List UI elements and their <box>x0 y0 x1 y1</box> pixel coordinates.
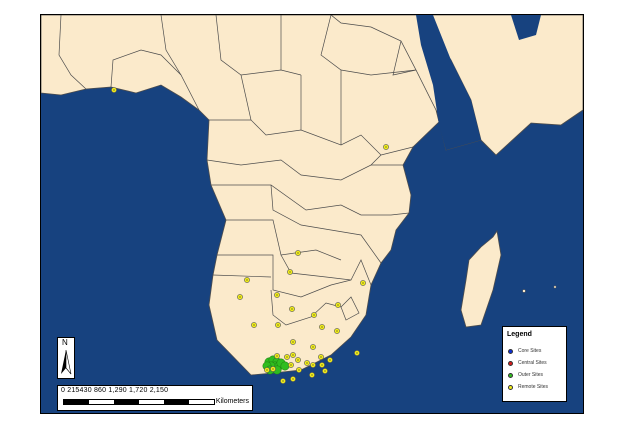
legend-item-core: Core Sites <box>508 347 541 355</box>
legend-item-remote: Remote Sites <box>508 383 548 391</box>
remote-site-dot <box>266 369 268 371</box>
remote-site-dot <box>276 294 278 296</box>
legend-label-outer: Outer Sites <box>518 372 544 378</box>
remote-site-dot <box>246 279 248 281</box>
remote-site-dot <box>312 346 314 348</box>
outer-site-marker <box>280 361 290 371</box>
madagascar <box>460 229 502 328</box>
remote-site-dot <box>321 364 323 366</box>
legend-label-core: Core Sites <box>518 348 542 354</box>
remote-site-dot <box>292 354 294 356</box>
remote-site-dot <box>289 271 291 273</box>
remote-site-dot <box>272 368 274 370</box>
scale-tick-labels: 0 215430 860 1,290 1,720 2,150 <box>61 387 169 394</box>
remote-site-dot <box>321 326 323 328</box>
remote-site-dot <box>292 341 294 343</box>
island <box>522 289 526 293</box>
legend-label-central: Central Sites <box>518 360 547 366</box>
legend-item-central: Central Sites <box>508 359 547 367</box>
remote-site-dot <box>290 364 292 366</box>
scale-bar-graphic <box>63 399 215 405</box>
north-arrow: N <box>57 337 75 379</box>
legend-item-outer: Outer Sites <box>508 371 543 379</box>
remote-site-dot <box>362 282 364 284</box>
remote-site-dot <box>297 252 299 254</box>
red-sea <box>416 15 481 150</box>
remote-site-dot <box>324 370 326 372</box>
country-borders <box>58 15 417 326</box>
remote-site-dot <box>385 146 387 148</box>
remote-site-dot <box>291 308 293 310</box>
map-frame: N 0 215430 860 1,290 1,720 2,150 Kilomet… <box>40 14 584 414</box>
remote-site-dot <box>292 378 294 380</box>
legend-swatch-central <box>508 360 513 366</box>
persian-gulf <box>511 15 541 40</box>
remote-site-dot <box>313 314 315 316</box>
remote-site-dot <box>298 369 300 371</box>
north-label: N <box>62 338 68 347</box>
remote-site-dot <box>356 352 358 354</box>
remote-site-dot <box>306 362 308 364</box>
legend-swatch-outer <box>508 372 513 378</box>
remote-site-dot <box>297 359 299 361</box>
scale-bar: 0 215430 860 1,290 1,720 2,150 Kilometer… <box>57 385 253 411</box>
island <box>553 285 557 289</box>
remote-site-dot <box>113 89 115 91</box>
remote-site-dot <box>312 364 314 366</box>
remote-site-dot <box>337 304 339 306</box>
legend-swatch-remote <box>508 384 513 390</box>
remote-site-dot <box>311 374 313 376</box>
remote-site-dot <box>336 330 338 332</box>
remote-site-dot <box>253 324 255 326</box>
remote-site-dot <box>286 356 288 358</box>
legend-swatch-core <box>508 348 513 354</box>
legend-label-remote: Remote Sites <box>518 384 549 390</box>
map-canvas <box>41 15 583 384</box>
remote-site-dot <box>239 296 241 298</box>
scale-units: Kilometers <box>215 398 249 405</box>
remote-site-dot <box>320 356 322 358</box>
legend: Legend Core Sites Central Sites Outer Si… <box>502 326 567 402</box>
north-arrow-icon <box>61 349 72 375</box>
remote-site-dot <box>329 359 331 361</box>
remote-site-dot <box>276 355 278 357</box>
remote-site-dot <box>282 380 284 382</box>
remote-site-dot <box>277 324 279 326</box>
legend-title: Legend <box>507 331 532 338</box>
